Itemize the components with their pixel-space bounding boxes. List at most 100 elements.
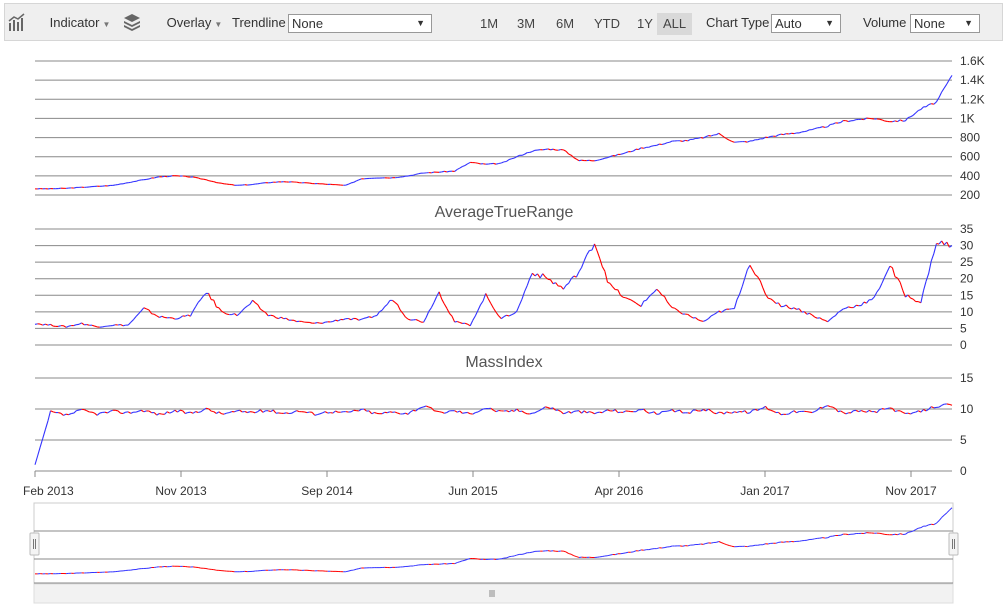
series-segment (148, 177, 152, 180)
series-segment (868, 409, 872, 413)
series-segment (153, 412, 158, 416)
series-segment (941, 403, 945, 406)
series-segment (332, 410, 336, 414)
series-segment (324, 411, 328, 414)
series-segment (762, 287, 767, 295)
indicator-button[interactable]: Indicator ▼ (8, 4, 110, 41)
trendline-select[interactable]: None ▼ (288, 14, 432, 33)
y-tick-label: 10 (960, 402, 974, 416)
series-segment (457, 410, 461, 413)
series-segment (894, 276, 898, 279)
series-segment (213, 181, 217, 184)
series-segment (531, 272, 536, 277)
range-button-all[interactable]: ALL (657, 13, 693, 35)
series-segment (213, 299, 217, 308)
series-segment (127, 411, 132, 414)
series-segment (135, 313, 140, 317)
series-segment (837, 410, 841, 413)
series-segment (827, 319, 831, 323)
navigator-right-handle[interactable] (948, 532, 959, 556)
series-segment (394, 411, 398, 414)
range-button-1m[interactable]: 1M (480, 16, 499, 31)
series-segment (552, 407, 557, 411)
series-segment (498, 315, 502, 320)
y-tick-label: 0 (960, 464, 967, 478)
series-segment (415, 408, 419, 412)
series-segment (469, 320, 474, 327)
series-segment (493, 162, 497, 165)
chart-type-select[interactable]: Auto ▼ (771, 14, 841, 33)
series-segment (879, 118, 883, 121)
series-segment (809, 312, 813, 316)
series-segment (687, 313, 691, 317)
series-segment (58, 412, 62, 414)
series-segment (477, 410, 481, 413)
series-segment (591, 243, 596, 251)
series-line-1 (34, 240, 953, 328)
series-segment (293, 410, 297, 413)
series-segment (545, 406, 549, 409)
series-segment (407, 174, 411, 177)
series-segment (855, 409, 859, 413)
series-segment (405, 412, 409, 415)
series-segment (700, 320, 704, 322)
series-segment (897, 277, 901, 283)
overlay-button[interactable]: Overlay ▼ (123, 4, 222, 41)
navigator-left-handle[interactable] (29, 532, 40, 556)
series-segment (915, 110, 919, 114)
series-segment (609, 155, 613, 158)
series-segment (508, 314, 512, 317)
series-segment (798, 308, 803, 313)
series-segment (565, 282, 569, 286)
series-segment (922, 281, 927, 291)
series-segment (267, 410, 271, 413)
y-tick-label: 15 (960, 371, 974, 385)
series-segment (94, 412, 98, 416)
series-segment (314, 322, 318, 324)
navigator-scrollbar[interactable] (33, 583, 954, 604)
series-segment (135, 410, 139, 413)
series-segment (506, 314, 510, 317)
series-segment (596, 159, 600, 161)
series-segment (840, 120, 844, 124)
range-button-6m[interactable]: 6M (556, 16, 575, 31)
series-segment (192, 306, 197, 312)
series-segment (876, 409, 880, 414)
range-button-1y[interactable]: 1Y (637, 16, 653, 31)
series-segment (506, 159, 510, 162)
series-segment (104, 411, 108, 414)
series-segment (252, 411, 256, 414)
series-segment (705, 318, 709, 321)
series-segment (189, 310, 194, 317)
series-segment (692, 137, 696, 140)
series-segment (943, 241, 948, 246)
series-segment (907, 294, 911, 299)
series-segment (454, 410, 458, 413)
series-segment (270, 409, 274, 413)
series-segment (503, 314, 507, 318)
series-segment (363, 408, 367, 412)
series-segment (498, 162, 502, 165)
series-segment (44, 420, 49, 430)
series-segment (907, 412, 911, 415)
series-segment (602, 157, 606, 160)
series-segment (736, 410, 740, 413)
series-segment (83, 409, 88, 412)
range-navigator[interactable] (29, 502, 959, 604)
series-segment (454, 320, 458, 323)
series-segment (529, 151, 533, 153)
volume-select[interactable]: None ▼ (910, 14, 980, 33)
series-segment (140, 409, 145, 413)
series-segment (42, 323, 46, 326)
range-button-ytd[interactable]: YTD (594, 16, 620, 31)
series-segment (591, 411, 595, 415)
series-segment (622, 410, 626, 413)
series-segment (244, 305, 248, 309)
series-segment (208, 408, 212, 412)
range-button-3m[interactable]: 3M (517, 16, 536, 31)
series-segment (679, 140, 683, 142)
series-segment (661, 143, 665, 146)
series-segment (832, 406, 836, 410)
series-segment (685, 139, 688, 142)
